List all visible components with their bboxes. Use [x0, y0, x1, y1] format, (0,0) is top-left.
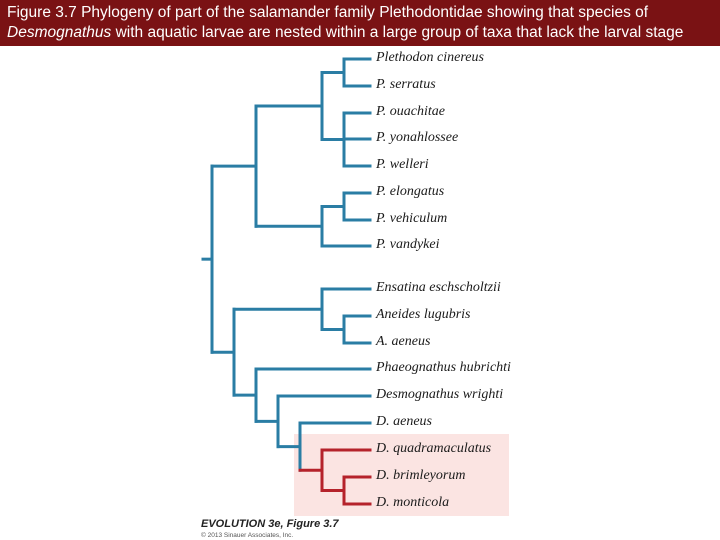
- caption-genus: Desmognathus: [7, 24, 112, 41]
- taxon-label: Aneides lugubris: [376, 307, 471, 322]
- taxon-label: Phaeognathus hubrichti: [376, 360, 511, 375]
- taxon-label: P. vandykei: [376, 237, 440, 252]
- taxon-label: P. welleri: [376, 157, 429, 172]
- taxon-label: P. yonahlossee: [376, 130, 459, 145]
- taxon-label: D. brimleyorum: [376, 468, 466, 483]
- credit-title: EVOLUTION 3e, Figure 3.7: [201, 518, 339, 530]
- taxon-label: A. aeneus: [376, 334, 431, 349]
- taxon-label: D. monticola: [376, 495, 450, 510]
- credit-copyright: © 2013 Sinauer Associates, Inc.: [201, 532, 294, 539]
- aquatic-larvae-highlight: [294, 434, 509, 516]
- taxon-label: Ensatina eschscholtzii: [376, 280, 501, 295]
- taxon-label: P. ouachitae: [376, 104, 445, 119]
- taxon-label: D. quadramaculatus: [376, 441, 492, 456]
- taxon-label: P. serratus: [376, 77, 436, 92]
- taxon-label: P. vehiculum: [376, 211, 448, 226]
- caption-line-2-rest: with aquatic larvae are nested within a …: [111, 24, 684, 41]
- taxon-label: D. aeneus: [376, 414, 432, 429]
- caption-line-2: Desmognathus with aquatic larvae are nes…: [7, 23, 713, 43]
- taxon-label: Desmognathus wrighti: [376, 387, 504, 402]
- taxon-label: Plethodon cinereus: [376, 50, 484, 65]
- taxon-label: P. elongatus: [376, 184, 445, 199]
- caption-line-1: Figure 3.7 Phylogeny of part of the sala…: [7, 4, 649, 21]
- figure-caption: Figure 3.7 Phylogeny of part of the sala…: [0, 0, 720, 46]
